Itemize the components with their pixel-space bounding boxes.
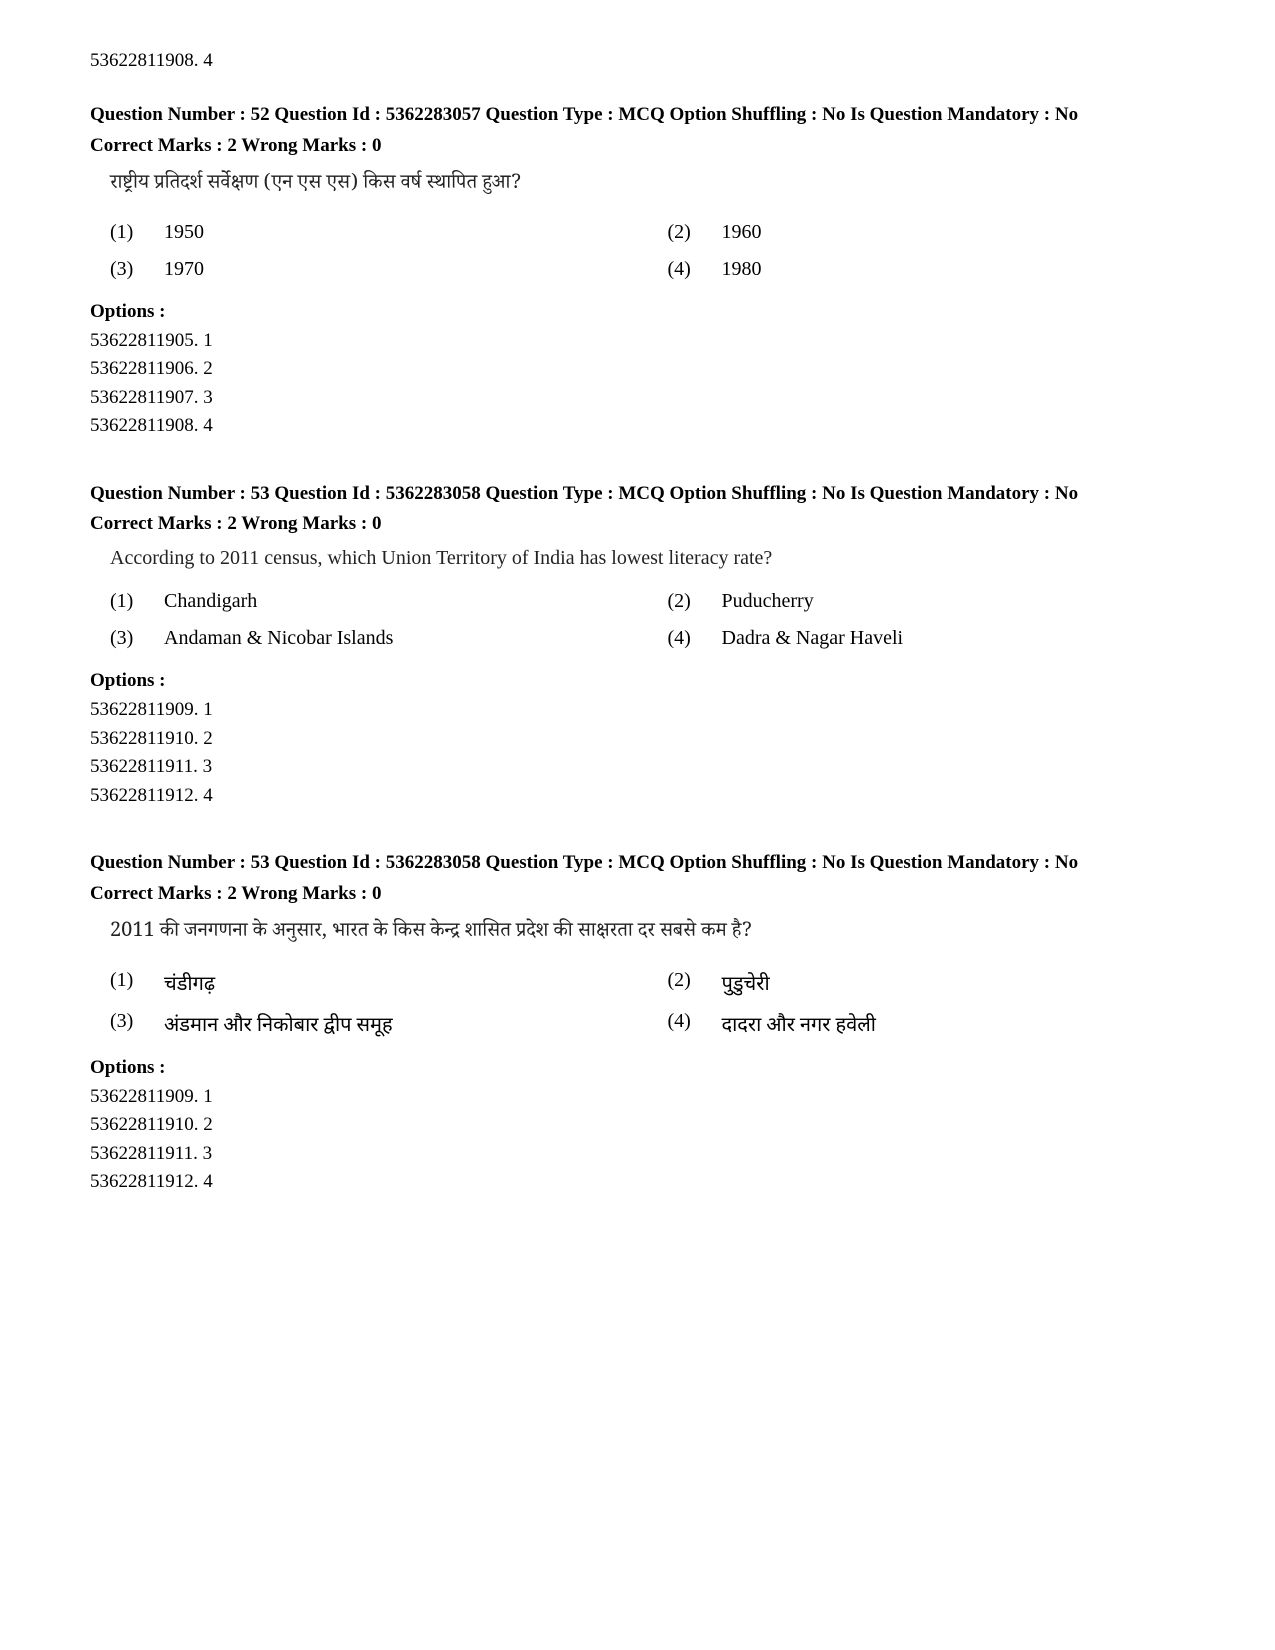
choice-text: Puducherry	[722, 590, 814, 613]
option-line: 53622811909. 1	[90, 1083, 1185, 1112]
choice-item: (3) 1970	[110, 258, 628, 281]
option-line: 53622811905. 1	[90, 327, 1185, 356]
option-line: 53622811910. 2	[90, 725, 1185, 754]
question-block: Question Number : 53 Question Id : 53622…	[90, 850, 1185, 1197]
choice-item: (2) पुडुचेरी	[668, 969, 1186, 996]
options-label: Options :	[90, 1057, 1185, 1079]
option-line: 53622811912. 4	[90, 1168, 1185, 1197]
question-prompt: According to 2011 census, which Union Te…	[110, 547, 1185, 570]
questions-container: Question Number : 52 Question Id : 53622…	[90, 102, 1185, 1197]
option-line: 53622811909. 1	[90, 696, 1185, 725]
choice-number: (4)	[668, 1010, 698, 1037]
choice-item: (1) चंडीगढ़	[110, 969, 628, 996]
question-meta: Question Number : 53 Question Id : 53622…	[90, 850, 1185, 877]
question-prompt: 2011 की जनगणना के अनुसार, भारत के किस के…	[110, 917, 1185, 949]
question-marks: Correct Marks : 2 Wrong Marks : 0	[90, 513, 1185, 535]
option-line: 53622811907. 3	[90, 384, 1185, 413]
choice-item: (4) Dadra & Nagar Haveli	[668, 627, 1186, 650]
choice-text: Dadra & Nagar Haveli	[722, 627, 904, 650]
choice-text: Chandigarh	[164, 590, 257, 613]
choice-grid: (1) Chandigarh (2) Puducherry (3) Andaman & N…	[110, 590, 1185, 650]
choice-number: (1)	[110, 590, 140, 613]
top-option-line: 53622811908. 4	[90, 50, 1185, 72]
choice-text: 1980	[722, 258, 762, 281]
choice-number: (3)	[110, 627, 140, 650]
choice-grid: (1) 1950 (2) 1960 (3) 1970 (4) 1980	[110, 221, 1185, 281]
choice-item: (4) 1980	[668, 258, 1186, 281]
choice-number: (4)	[668, 258, 698, 281]
choice-text: दादरा और नगर हवेली	[722, 1010, 876, 1037]
choice-item: (1) Chandigarh	[110, 590, 628, 613]
choice-text: Andaman & Nicobar Islands	[164, 627, 393, 650]
choice-text: 1970	[164, 258, 204, 281]
option-line: 53622811911. 3	[90, 1140, 1185, 1169]
question-block: Question Number : 53 Question Id : 53622…	[90, 481, 1185, 811]
choice-item: (4) दादरा और नगर हवेली	[668, 1010, 1186, 1037]
choice-number: (1)	[110, 221, 140, 244]
choice-number: (3)	[110, 1010, 140, 1037]
question-prompt: राष्ट्रीय प्रतिदर्श सर्वेक्षण (एन एस एस)…	[110, 169, 1185, 201]
choice-number: (1)	[110, 969, 140, 996]
question-marks: Correct Marks : 2 Wrong Marks : 0	[90, 883, 1185, 905]
question-meta: Question Number : 52 Question Id : 53622…	[90, 102, 1185, 129]
choice-item: (1) 1950	[110, 221, 628, 244]
choice-item: (3) Andaman & Nicobar Islands	[110, 627, 628, 650]
choice-grid: (1) चंडीगढ़ (2) पुडुचेरी (3) अंडमान और निकोबा…	[110, 969, 1185, 1037]
choice-number: (2)	[668, 969, 698, 996]
choice-item: (2) 1960	[668, 221, 1186, 244]
choice-text: पुडुचेरी	[722, 969, 770, 996]
choice-number: (4)	[668, 627, 698, 650]
question-block: Question Number : 52 Question Id : 53622…	[90, 102, 1185, 441]
question-marks: Correct Marks : 2 Wrong Marks : 0	[90, 135, 1185, 157]
option-line: 53622811910. 2	[90, 1111, 1185, 1140]
choice-text: 1950	[164, 221, 204, 244]
option-line: 53622811906. 2	[90, 355, 1185, 384]
choice-text: 1960	[722, 221, 762, 244]
option-line: 53622811912. 4	[90, 782, 1185, 811]
choice-number: (3)	[110, 258, 140, 281]
options-label: Options :	[90, 301, 1185, 323]
option-line: 53622811908. 4	[90, 412, 1185, 441]
question-meta: Question Number : 53 Question Id : 53622…	[90, 481, 1185, 508]
choice-number: (2)	[668, 221, 698, 244]
choice-item: (3) अंडमान और निकोबार द्वीप समूह	[110, 1010, 628, 1037]
option-line: 53622811911. 3	[90, 753, 1185, 782]
choice-number: (2)	[668, 590, 698, 613]
options-label: Options :	[90, 670, 1185, 692]
choice-text: चंडीगढ़	[164, 969, 215, 996]
choice-text: अंडमान और निकोबार द्वीप समूह	[164, 1010, 393, 1037]
choice-item: (2) Puducherry	[668, 590, 1186, 613]
